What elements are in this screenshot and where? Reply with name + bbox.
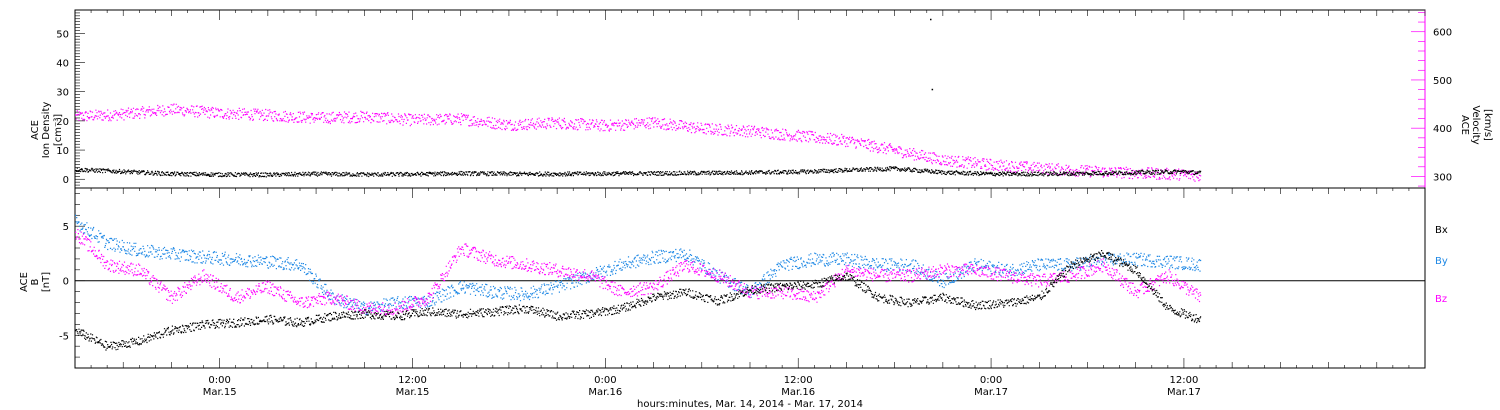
bottom-panel-frame bbox=[74, 187, 1426, 369]
velocity-tick-label: 500 bbox=[1433, 76, 1452, 87]
field-legend: Bx By Bz bbox=[1435, 225, 1448, 305]
bz-series bbox=[75, 229, 1202, 316]
velocity-tick-label: 300 bbox=[1433, 172, 1452, 183]
time-tick-label: 12:00 bbox=[784, 375, 813, 386]
velocity-series bbox=[75, 103, 1202, 182]
field-axis-label: ACE B [nT] bbox=[19, 272, 52, 292]
density-tick-label: 30 bbox=[56, 88, 69, 99]
bx-series bbox=[75, 250, 1202, 351]
field-axis-label-line3: [nT] bbox=[41, 272, 52, 292]
velocity-tick-label: 400 bbox=[1433, 124, 1452, 135]
time-axis-ticks: 0:00Mar.1512:00Mar.150:00Mar.1612:00Mar.… bbox=[74, 10, 1426, 398]
top-panel-frame bbox=[74, 9, 1426, 189]
density-velocity-panel: 0 10 20 30 40 50 300 400 500 600 bbox=[56, 9, 1452, 189]
density-axis-label-line2: Ion Density bbox=[41, 102, 52, 159]
density-tick-label: 10 bbox=[56, 146, 69, 157]
density-tick-label: 20 bbox=[56, 117, 69, 128]
velocity-axis-label-line3: [km/s] bbox=[1482, 109, 1493, 141]
velocity-tick-label: 600 bbox=[1433, 28, 1452, 39]
legend-bz: Bz bbox=[1435, 294, 1447, 305]
field-tick-label: 5 bbox=[63, 222, 69, 233]
legend-by: By bbox=[1435, 256, 1448, 267]
density-outlier-point bbox=[930, 18, 932, 21]
density-outlier-point bbox=[931, 88, 934, 91]
density-axis-label: ACE Ion Density [cm⁻³] bbox=[30, 102, 64, 159]
density-axis-label-line3: [cm⁻³] bbox=[53, 114, 64, 146]
field-axis-label-line1: ACE bbox=[19, 272, 30, 292]
date-tick-label: Mar.15 bbox=[203, 387, 237, 398]
velocity-axis-label-line1: ACE bbox=[1459, 115, 1470, 135]
date-tick-label: Mar.16 bbox=[588, 387, 622, 398]
time-tick-label: 0:00 bbox=[980, 375, 1002, 386]
density-tick-label: 0 bbox=[63, 175, 69, 186]
magnetic-field-panel: -5 0 5 bbox=[59, 187, 1426, 369]
x-axis-label: hours:minutes, Mar. 14, 2014 - Mar. 17, … bbox=[637, 399, 863, 410]
date-tick-label: Mar.17 bbox=[974, 387, 1008, 398]
velocity-axis-label-line2: Velocity bbox=[1470, 105, 1481, 144]
density-tick-label: 50 bbox=[56, 29, 69, 40]
density-tick-label: 40 bbox=[56, 59, 69, 70]
legend-bx: Bx bbox=[1435, 225, 1448, 236]
field-tick-label: -5 bbox=[59, 331, 69, 342]
date-tick-label: Mar.16 bbox=[781, 387, 815, 398]
time-tick-label: 12:00 bbox=[1170, 375, 1199, 386]
by-series bbox=[75, 214, 1202, 316]
velocity-axis-label: ACE Velocity [km/s] bbox=[1459, 105, 1493, 144]
time-tick-label: 12:00 bbox=[398, 375, 427, 386]
density-axis-label-line1: ACE bbox=[30, 120, 41, 140]
time-tick-label: 0:00 bbox=[594, 375, 616, 386]
field-tick-label: 0 bbox=[63, 277, 69, 288]
field-axis-label-line2: B bbox=[30, 278, 41, 285]
date-tick-label: Mar.15 bbox=[396, 387, 430, 398]
date-tick-label: Mar.17 bbox=[1167, 387, 1201, 398]
time-tick-label: 0:00 bbox=[208, 375, 230, 386]
